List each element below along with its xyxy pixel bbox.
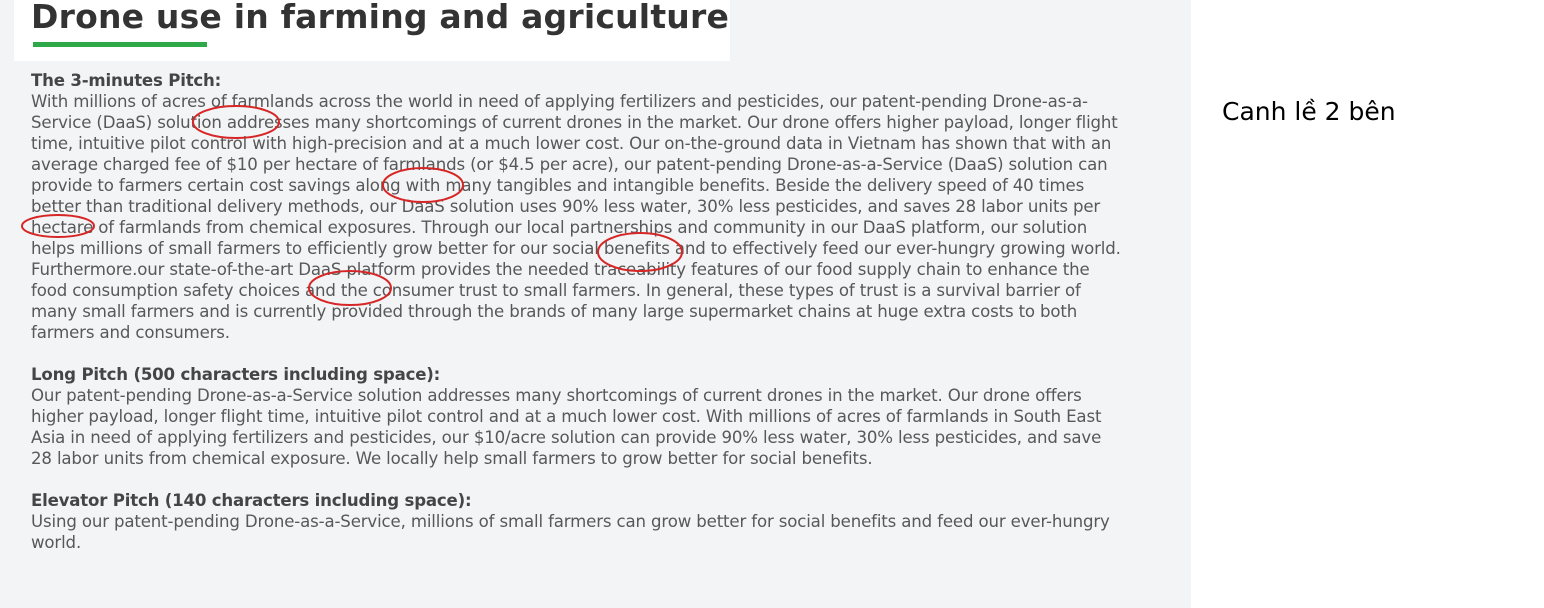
section-heading: Long Pitch (500 characters including spa… [31, 365, 441, 384]
pitch-content: The 3-minutes Pitch: With millions of ac… [31, 70, 1121, 574]
title-underline [33, 42, 207, 47]
section-body: With millions of acres of farmlands acro… [31, 92, 1121, 342]
section-long-pitch: Long Pitch (500 characters including spa… [31, 364, 1121, 469]
side-note: Canh lề 2 bên [1222, 97, 1396, 126]
document-panel: Drone use in farming and agriculture The… [0, 0, 1191, 608]
section-body: Using our patent-pending Drone-as-a-Serv… [31, 512, 1110, 552]
section-heading: The 3-minutes Pitch: [31, 71, 222, 90]
section-heading: Elevator Pitch (140 characters including… [31, 491, 472, 510]
title-strip [14, 0, 730, 61]
section-elevator-pitch: Elevator Pitch (140 characters including… [31, 490, 1121, 553]
section-body: Our patent-pending Drone-as-a-Service so… [31, 386, 1102, 468]
page-title: Drone use in farming and agriculture [31, 0, 730, 36]
section-3-minutes-pitch: The 3-minutes Pitch: With millions of ac… [31, 70, 1121, 343]
